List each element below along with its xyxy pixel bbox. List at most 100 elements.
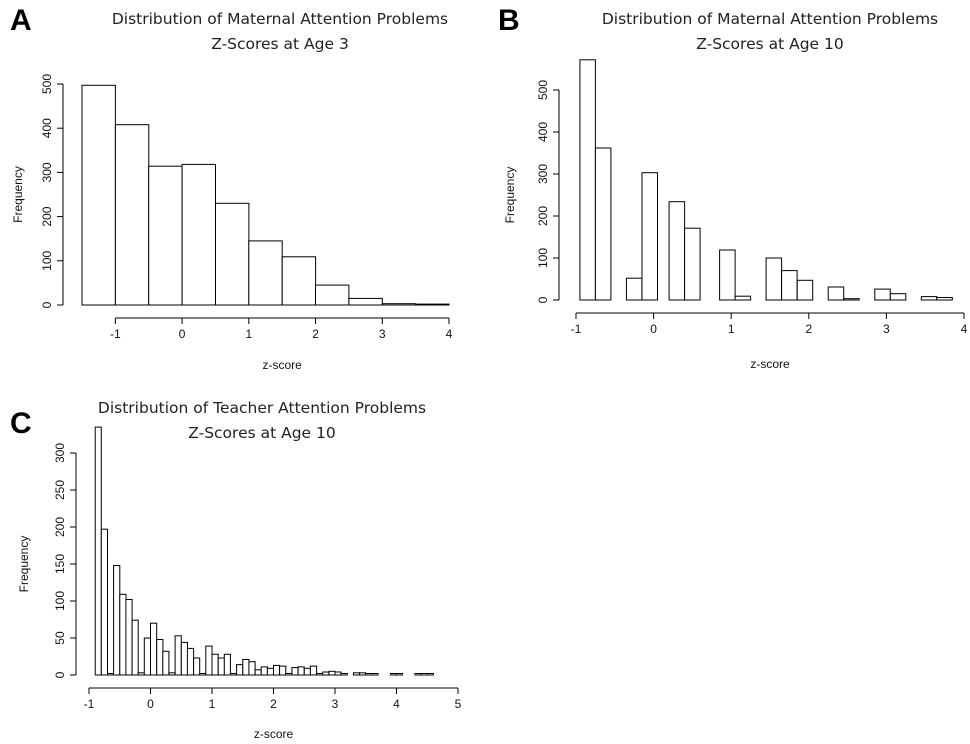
panel-label: B — [498, 4, 520, 37]
histogram-bar — [150, 622, 158, 676]
x-tick-label: 4 — [446, 327, 453, 341]
histogram-bar — [889, 293, 907, 301]
y-tick-label: 0 — [40, 301, 54, 308]
histogram-bar — [229, 673, 238, 676]
x-tick-label: 1 — [245, 327, 252, 341]
panel-b: B Distribution of Maternal Attention Prob… — [498, 4, 968, 371]
histogram-bar — [143, 637, 152, 676]
histogram-bar — [137, 672, 145, 676]
histogram-bar — [199, 673, 207, 676]
histogram-bar — [131, 619, 139, 676]
histogram-bar — [396, 673, 404, 676]
histogram-bar — [668, 201, 686, 301]
histogram-bar — [334, 671, 342, 676]
panel-a: A Distribution of Maternal Attention Prob… — [10, 4, 453, 372]
histogram-bar — [359, 672, 367, 676]
x-tick-label: 5 — [455, 697, 462, 711]
x-axis-label: z-score — [750, 357, 790, 371]
x-tick-label: -1 — [571, 322, 582, 336]
x-tick-label: 1 — [209, 697, 216, 711]
x-tick-label: 2 — [805, 322, 812, 336]
panel-label: A — [10, 4, 32, 37]
histogram-bar — [316, 673, 324, 676]
histogram-bar — [205, 645, 213, 676]
histogram-bar — [843, 298, 860, 301]
histogram-bar — [874, 288, 891, 301]
histogram-bar — [100, 528, 109, 676]
histogram-bar — [223, 653, 231, 676]
histogram-bar — [352, 672, 361, 676]
y-axis-label: Frequency — [11, 166, 25, 223]
histogram-bar — [389, 673, 397, 676]
y-tick-label: 100 — [40, 250, 54, 270]
histogram-bar — [217, 657, 225, 676]
x-axis-label: z-score — [254, 727, 294, 741]
histogram-bar — [81, 84, 116, 306]
histogram-bar — [168, 672, 176, 676]
y-tick-label: 250 — [53, 480, 67, 500]
chart-subtitle: Z-Scores at Age 10 — [188, 424, 336, 442]
y-tick-label: 0 — [53, 671, 67, 678]
histogram-bar — [719, 249, 736, 301]
panel-c: C Distribution of Teacher Attention Probl… — [10, 399, 462, 741]
histogram-bar — [180, 641, 189, 676]
histogram-bar — [315, 284, 350, 306]
histogram-bar — [279, 665, 287, 676]
histogram-bar — [641, 172, 658, 301]
x-tick-label: 0 — [179, 327, 186, 341]
histogram-bar — [193, 657, 201, 676]
chart-title: Distribution of Maternal Attention Probl… — [602, 10, 938, 28]
y-tick-label: 100 — [536, 248, 550, 268]
histogram-bar — [415, 303, 450, 306]
histogram-bar — [281, 256, 317, 306]
histogram-bar — [174, 635, 182, 676]
histogram-bar — [426, 673, 434, 676]
histogram-bar — [309, 665, 318, 676]
histogram-bar — [936, 297, 953, 301]
y-tick-label: 0 — [536, 296, 550, 303]
histogram-bar — [579, 59, 596, 301]
x-tick-label: 0 — [650, 322, 657, 336]
histogram-bar — [114, 124, 150, 306]
x-tick-label: 1 — [728, 322, 735, 336]
chart-title: Distribution of Maternal Attention Probl… — [112, 10, 448, 28]
y-tick-label: 50 — [53, 631, 67, 645]
x-tick-label: -1 — [110, 327, 121, 341]
histogram-bar — [594, 147, 612, 301]
x-tick-label: 3 — [883, 322, 890, 336]
chart-subtitle: Z-Scores at Age 3 — [211, 35, 349, 53]
histogram-bar — [215, 202, 250, 306]
y-axis-label: Frequency — [503, 167, 517, 224]
histogram-bar — [186, 647, 195, 676]
histogram-bar — [297, 666, 305, 676]
histogram-bar — [420, 673, 428, 676]
y-tick-label: 200 — [53, 517, 67, 537]
x-tick-label: 3 — [379, 327, 386, 341]
histogram-bar — [348, 297, 383, 306]
histogram-bar — [340, 673, 348, 676]
x-tick-label: -1 — [84, 697, 95, 711]
histogram-bar — [303, 667, 311, 676]
histogram-bar — [322, 671, 330, 676]
histogram-bar — [734, 295, 752, 301]
histogram-bar — [625, 277, 643, 301]
histogram-bar — [148, 165, 183, 306]
histogram-bar — [765, 257, 783, 301]
histogram-bar — [248, 240, 283, 306]
histogram-bar — [94, 426, 102, 676]
x-tick-label: 0 — [147, 697, 154, 711]
histogram-bar — [371, 673, 379, 676]
histogram-bar — [107, 673, 115, 676]
histogram-bar — [236, 664, 244, 676]
x-tick-label: 4 — [961, 322, 968, 336]
histogram-bar — [248, 661, 256, 676]
y-tick-label: 300 — [53, 443, 67, 463]
y-tick-label: 300 — [536, 164, 550, 184]
histogram-bar — [285, 673, 293, 676]
histogram-bar — [266, 667, 274, 676]
histogram-bar — [211, 653, 219, 676]
histogram-bar — [273, 664, 281, 676]
histogram-bar — [119, 593, 127, 676]
histogram-bar — [414, 673, 422, 676]
